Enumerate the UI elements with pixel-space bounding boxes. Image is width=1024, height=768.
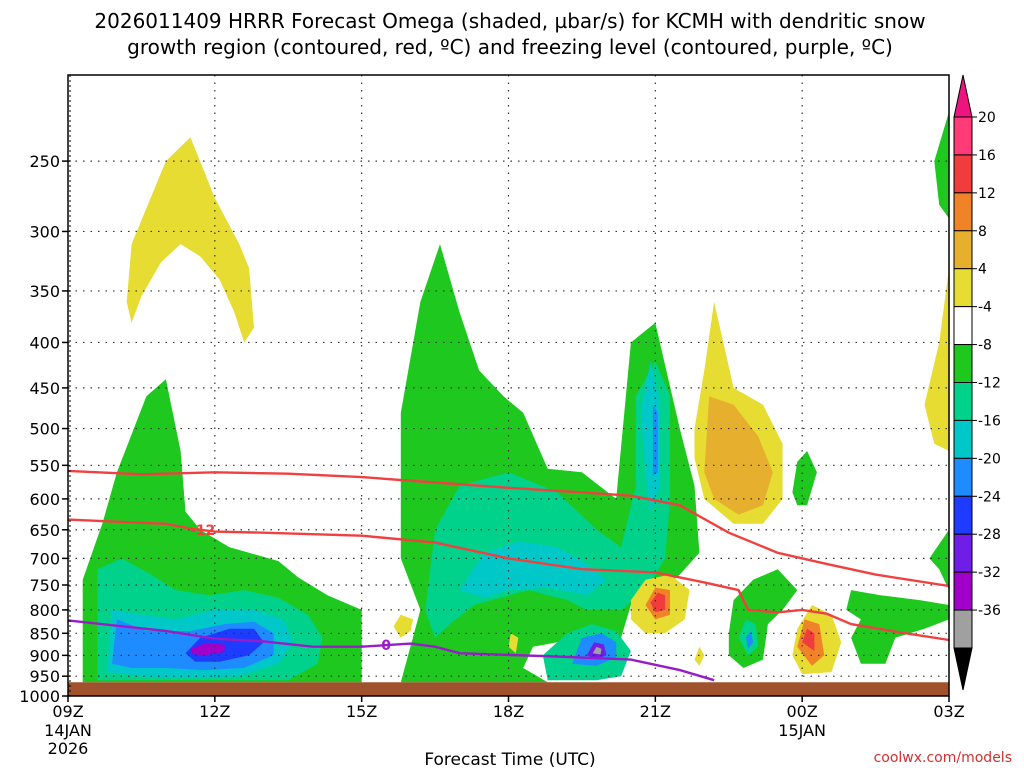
x-tick-label-6: 15Z [346,702,377,721]
colorbar-swatch-0 [953,116,973,156]
colorbar-swatch-8 [953,419,973,459]
x-tick-label-0: 09Z [52,702,83,721]
y-tick-label-750: 750 [29,576,60,595]
colorbar-label-3: 8 [978,224,987,240]
omega-region-30 [934,111,949,219]
contour-label-1: -12 [190,523,215,539]
omega-region-11 [652,404,658,476]
omega-shaded-regions [82,111,949,683]
colorbar-swatch-6 [953,344,973,384]
omega-region-34 [694,646,705,666]
omega-region-26 [802,628,815,651]
colorbar-label-6: -8 [978,338,992,354]
y-tick-label-800: 800 [29,601,60,620]
omega-region-6 [190,643,225,656]
colorbar-label-2: 12 [978,186,996,202]
y-tick-label-1000: 1000 [19,687,60,706]
y-tick-label-500: 500 [29,420,60,439]
x-tick-year-0: 2026 [48,739,89,758]
contour-label-2: 0 [381,638,391,654]
x-tick-sublabel-15: 15JAN [778,721,826,740]
x-tick-label-9: 18Z [493,702,524,721]
colorbar-swatch-3 [953,230,973,270]
contour-line-2 [67,619,715,682]
colorbar-swatch-1 [953,154,973,194]
omega-region-31 [792,451,817,506]
x-tick-label-15: 00Z [787,702,818,721]
colorbar-label-13: -36 [978,603,1001,619]
x-tick-label-3: 12Z [199,702,230,721]
y-tick-label-550: 550 [29,456,60,475]
omega-region-23 [745,631,754,649]
colorbar-bottom-triangle [953,647,973,691]
x-tick-label-18: 03Z [933,702,964,721]
temperature-contours: -12 0 [67,469,950,682]
colorbar-label-12: -32 [978,565,1001,581]
colorbar-label-4: 4 [978,262,987,278]
omega-region-32 [393,614,414,638]
x-tick-label-12: 21Z [640,702,671,721]
colorbar-swatch-12 [953,571,973,611]
colorbar-label-11: -28 [978,527,1001,543]
omega-region-29 [924,268,949,451]
omega-region-27 [846,590,949,664]
colorbar-label-9: -20 [978,451,1001,467]
chart-title-line1: 2026011409 HRRR Forecast Omega (shaded, … [94,9,925,33]
y-tick-label-450: 450 [29,379,60,398]
y-tick-label-650: 650 [29,521,60,540]
colorbar-swatch-13 [953,609,973,649]
y-tick-label-850: 850 [29,624,60,643]
colorbar-swatch-4 [953,268,973,308]
colorbar-swatch-5 [953,306,973,346]
omega-region-15 [592,646,602,655]
chart-title-line2: growth region (contoured, red, ºC) and f… [127,35,893,59]
colorbar-swatch-2 [953,192,973,232]
y-tick-label-700: 700 [29,549,60,568]
omega-region-20 [650,592,666,613]
y-tick-label-400: 400 [29,333,60,352]
colorbar-label-7: -12 [978,376,1001,392]
y-tick-label-350: 350 [29,282,60,301]
colorbar-top-triangle [953,74,973,118]
y-tick-label-300: 300 [29,222,60,241]
colorbar-swatch-11 [953,533,973,573]
contour-line-0 [67,469,950,588]
terrain-bar [68,682,949,696]
colorbar-label-10: -24 [978,489,1001,505]
colorbar: 20 16 12 8 4 -4 -8 -12 -16 -20 -24 -28 -32 -36 [953,74,1001,691]
colorbar-swatch-7 [953,382,973,421]
colorbar-swatch-10 [953,495,973,535]
y-tick-label-250: 250 [29,152,60,171]
omega-region-17 [704,396,773,515]
omega-region-33 [508,633,519,654]
x-tick-sublabel-0: 14JAN [44,721,92,740]
colorbar-label-0: 20 [978,110,996,126]
x-axis-label: Forecast Time (UTC) [424,750,595,768]
omega-region-0 [126,137,254,343]
contour-line-1 [67,518,950,642]
omega-region-28 [929,529,949,591]
y-tick-label-600: 600 [29,490,60,509]
colorbar-label-1: 16 [978,148,996,164]
source-credit: coolwx.com/models [874,750,1012,766]
colorbar-label-5: -4 [978,300,992,316]
colorbar-label-8: -16 [978,413,1001,429]
y-tick-label-900: 900 [29,646,60,665]
y-tick-label-950: 950 [29,667,60,686]
colorbar-swatch-9 [953,457,973,497]
y-axis: 250 300 350 400 450 500 550 600 650 700 750 800 850 9… [19,152,68,706]
terrain-fill [68,682,949,696]
